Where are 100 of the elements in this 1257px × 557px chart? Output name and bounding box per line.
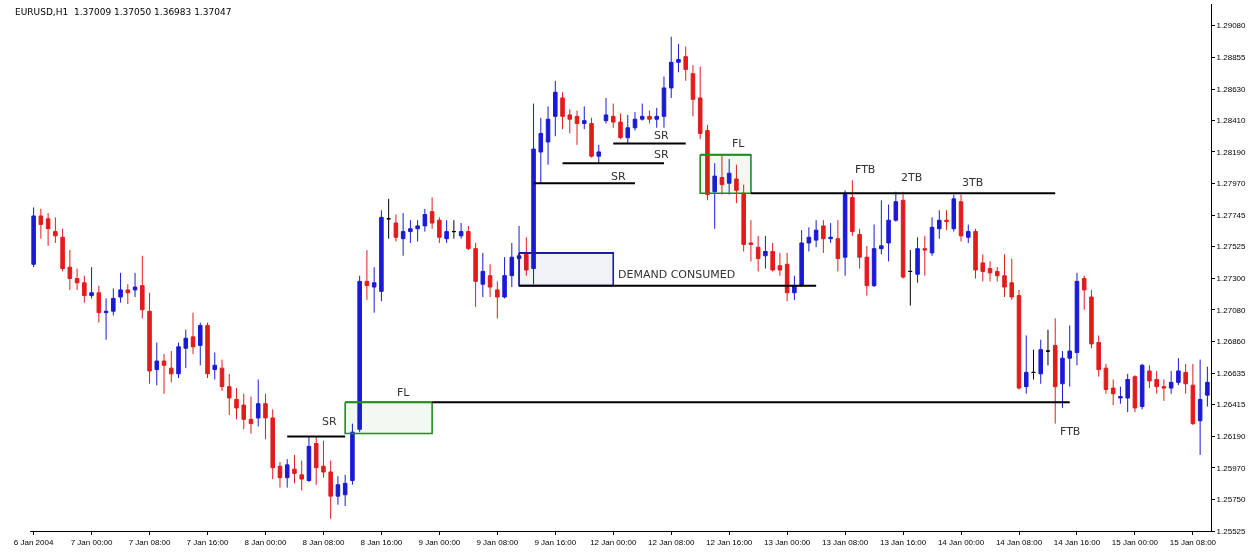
x-tick-label: 14 Jan 16:00 [1053, 537, 1101, 547]
candlestick [726, 158, 732, 196]
candlestick [176, 342, 181, 379]
candlestick [538, 117, 544, 184]
candlestick [241, 393, 247, 430]
candlestick [284, 458, 290, 489]
candlestick [53, 216, 58, 244]
candlestick [1125, 373, 1130, 413]
candlestick [1031, 349, 1036, 381]
candlestick [495, 280, 500, 319]
candlestick [987, 260, 993, 282]
x-tick-label: 13 Jan 16:00 [879, 537, 927, 547]
x-tick-label: 15 Jan 00:00 [1111, 537, 1159, 547]
x-tick-label: 15 Jan 08:00 [1169, 537, 1217, 547]
candlestick [886, 204, 891, 262]
candlestick [661, 76, 667, 129]
candlestick [313, 435, 319, 486]
candlestick [393, 214, 399, 243]
candlestick [864, 245, 870, 297]
x-tick-label: 9 Jan 08:00 [476, 537, 519, 547]
candlestick [277, 461, 283, 489]
candlestick [1190, 363, 1196, 426]
candlestick [705, 124, 710, 201]
annotation: SR [322, 415, 337, 428]
x-tick-label: 8 Jan 00:00 [244, 537, 287, 547]
candlestick [683, 46, 688, 82]
candlestick [1052, 317, 1058, 425]
candlestick [610, 103, 616, 129]
candlestick [1139, 363, 1145, 410]
candlestick [292, 454, 297, 484]
candlestick [234, 387, 239, 420]
annotation: FL [397, 386, 411, 399]
candlestick [1168, 370, 1174, 395]
candlestick [74, 268, 80, 291]
candlestick [784, 252, 790, 302]
x-tick-label: 8 Jan 16:00 [360, 537, 403, 547]
candlestick [219, 359, 225, 392]
candlestick [951, 194, 957, 233]
candlestick [879, 199, 884, 255]
candlestick [364, 249, 370, 301]
candlestick [335, 475, 341, 506]
x-tick-label: 6 Jan 2004 [13, 537, 54, 547]
candlestick [893, 191, 899, 223]
annotation: SR [611, 170, 626, 183]
candlestick [248, 396, 254, 435]
candlestick [306, 435, 312, 483]
candlestick [480, 252, 486, 298]
candlestick [386, 198, 391, 240]
candlestick [915, 236, 920, 284]
candlestick [458, 222, 464, 240]
candlestick [89, 266, 94, 299]
candlestick [973, 228, 978, 280]
x-tick-label: 12 Jan 16:00 [706, 537, 753, 547]
candlestick [1038, 339, 1044, 385]
candlestick [741, 184, 746, 252]
candlestick [45, 212, 51, 247]
candlestick [596, 144, 602, 164]
x-tick-label: 7 Jan 16:00 [186, 537, 229, 547]
candlestick [647, 110, 652, 124]
candlestick [980, 253, 986, 282]
candlestick [770, 242, 775, 272]
y-tick-label: 1.27745 [1216, 211, 1247, 221]
candlestick [560, 91, 565, 130]
candlestick [828, 222, 833, 244]
candlestick [111, 287, 116, 317]
candlestick [487, 263, 493, 298]
candlestick [226, 373, 232, 416]
candlestick [473, 242, 478, 308]
candlestick [255, 379, 261, 427]
candlestick [140, 255, 145, 319]
candlestick [1161, 379, 1167, 402]
candlestick [697, 66, 703, 140]
candlestick [654, 107, 659, 129]
candlestick [147, 292, 152, 385]
candlestick [603, 97, 609, 124]
candlestick [205, 322, 210, 379]
candlestick [806, 226, 812, 252]
candlestick [1132, 374, 1138, 413]
candlestick [871, 223, 877, 288]
candlestick [842, 189, 848, 277]
candlestick [574, 110, 580, 146]
x-tick-label: 12 Jan 08:00 [648, 537, 695, 547]
candlestick [502, 256, 507, 299]
candlestick [900, 191, 906, 280]
candlestick [444, 219, 449, 244]
candlestick [639, 103, 645, 120]
candlestick [270, 408, 275, 480]
candlestick [357, 275, 362, 433]
candlestick [408, 219, 413, 244]
candlestick [1103, 363, 1109, 395]
candlestick [299, 460, 304, 491]
candlestick [379, 209, 384, 302]
candlestick [31, 206, 36, 268]
candlestick [994, 266, 1000, 282]
y-tick-label: 1.25970 [1216, 463, 1247, 473]
y-tick-label: 1.28410 [1216, 116, 1247, 126]
candlestick [799, 229, 804, 288]
candlestick [1023, 334, 1029, 395]
y-tick-label: 1.27300 [1216, 274, 1247, 284]
x-tick-label: 14 Jan 08:00 [995, 537, 1043, 547]
